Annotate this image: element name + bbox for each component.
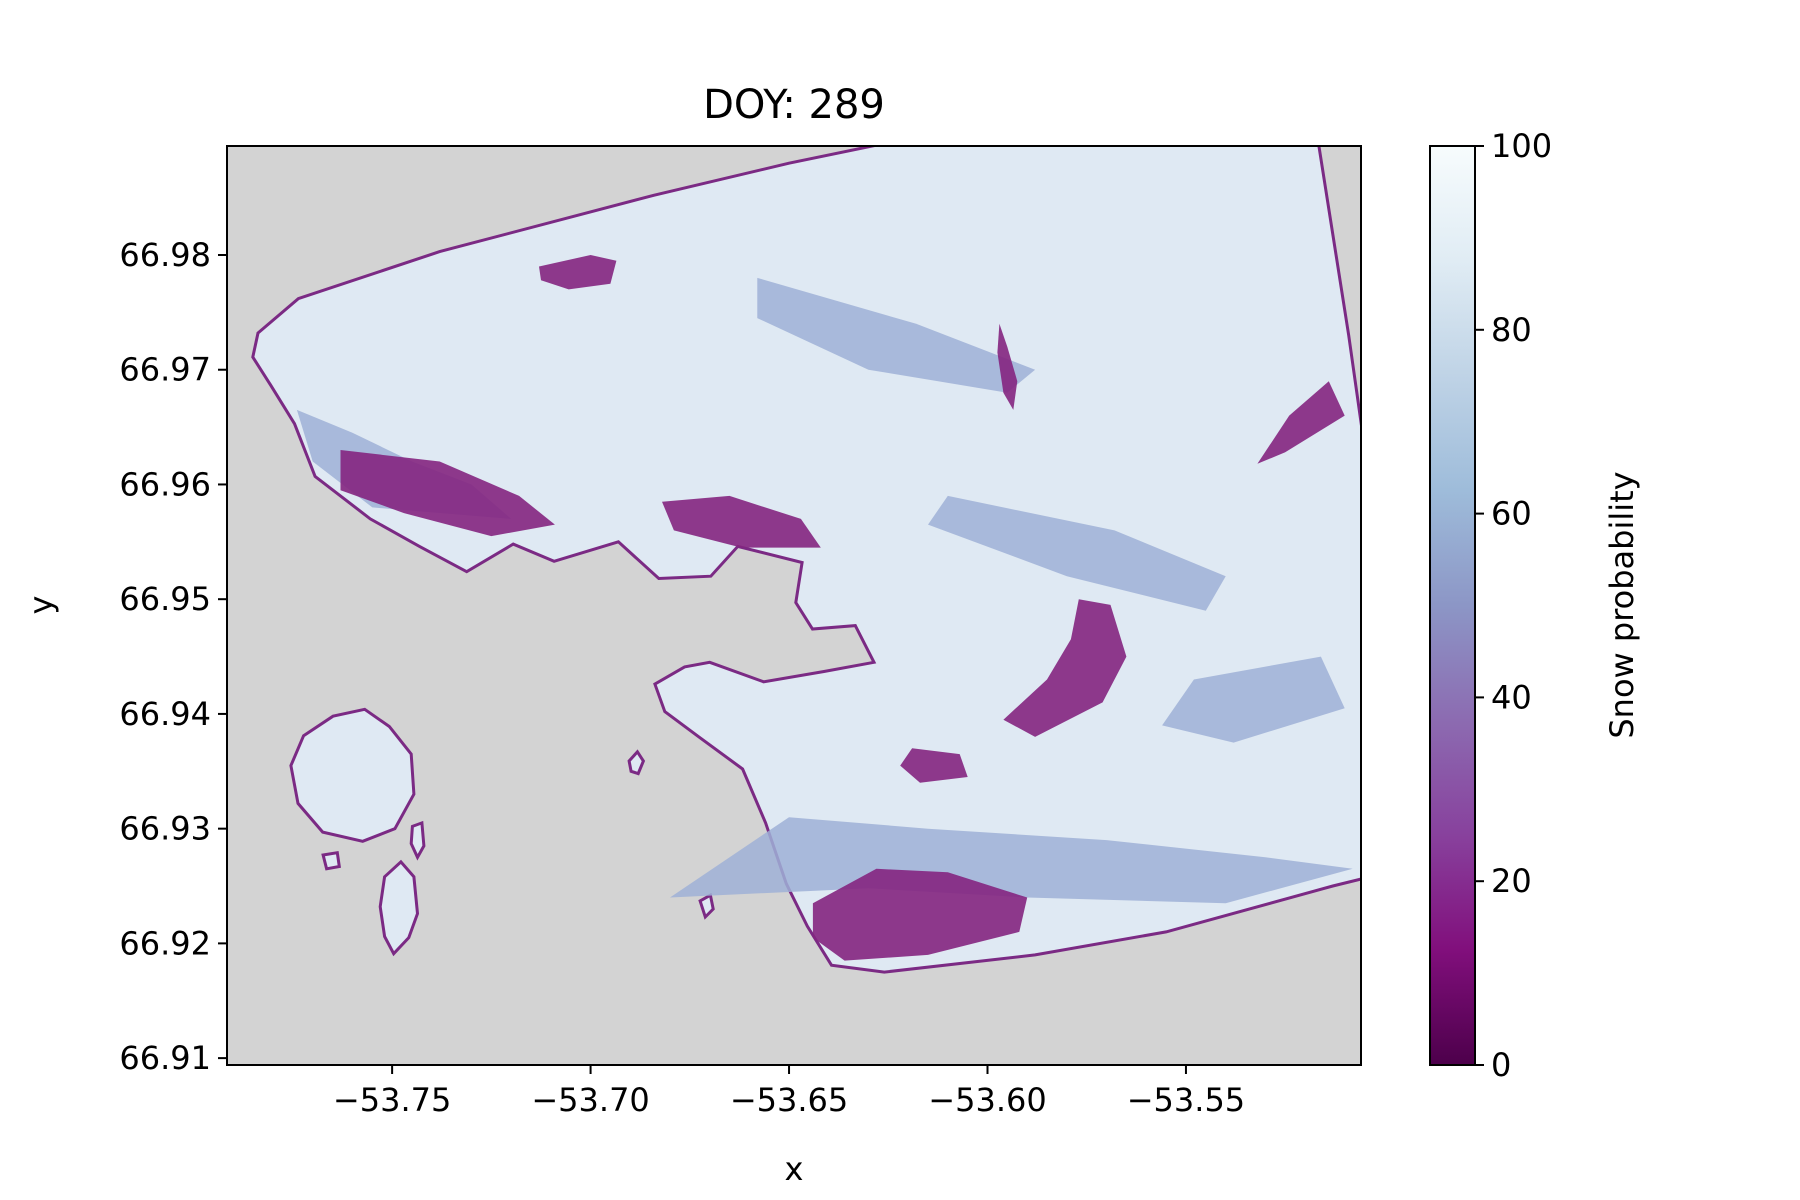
x-tick-label: −53.70 — [531, 1081, 649, 1119]
colorbar-gradient — [1430, 146, 1475, 1065]
colorbar-tick-label: 100 — [1491, 127, 1552, 165]
x-tick-label: −53.60 — [928, 1081, 1046, 1119]
colorbar-tick-label: 40 — [1491, 678, 1532, 716]
x-tick-label: −53.65 — [730, 1081, 848, 1119]
y-tick-label: 66.91 — [119, 1039, 211, 1077]
x-axis-label: x — [785, 1150, 804, 1188]
colorbar-tick-label: 80 — [1491, 311, 1532, 349]
chart-title: DOY: 289 — [703, 82, 885, 128]
x-axis-ticks: −53.75 −53.70 −53.65 −53.60 −53.55 — [333, 1065, 1245, 1119]
colorbar-tick-label: 0 — [1491, 1046, 1511, 1084]
colorbar-ticks: 0 20 40 60 80 100 — [1475, 127, 1552, 1084]
colorbar-tick-label: 20 — [1491, 862, 1532, 900]
colorbar-label: Snow probability — [1603, 471, 1641, 738]
y-tick-label: 66.95 — [119, 580, 211, 618]
y-axis-label: y — [22, 596, 60, 615]
y-tick-label: 66.98 — [119, 236, 211, 274]
y-axis-ticks: 66.91 66.92 66.93 66.94 66.95 66.96 66.97 66.98 — [119, 236, 227, 1077]
y-tick-label: 66.97 — [119, 351, 211, 389]
x-tick-label: −53.55 — [1127, 1081, 1245, 1119]
y-tick-label: 66.92 — [119, 924, 211, 962]
colorbar-tick-label: 60 — [1491, 495, 1532, 533]
y-tick-label: 66.94 — [119, 695, 211, 733]
landmass-island — [323, 853, 339, 869]
colorbar: 0 20 40 60 80 100 Snow probability — [1430, 127, 1641, 1084]
plot-area — [227, 77, 1403, 1065]
y-tick-label: 66.93 — [119, 810, 211, 848]
x-tick-label: −53.75 — [333, 1081, 451, 1119]
y-tick-label: 66.96 — [119, 465, 211, 503]
